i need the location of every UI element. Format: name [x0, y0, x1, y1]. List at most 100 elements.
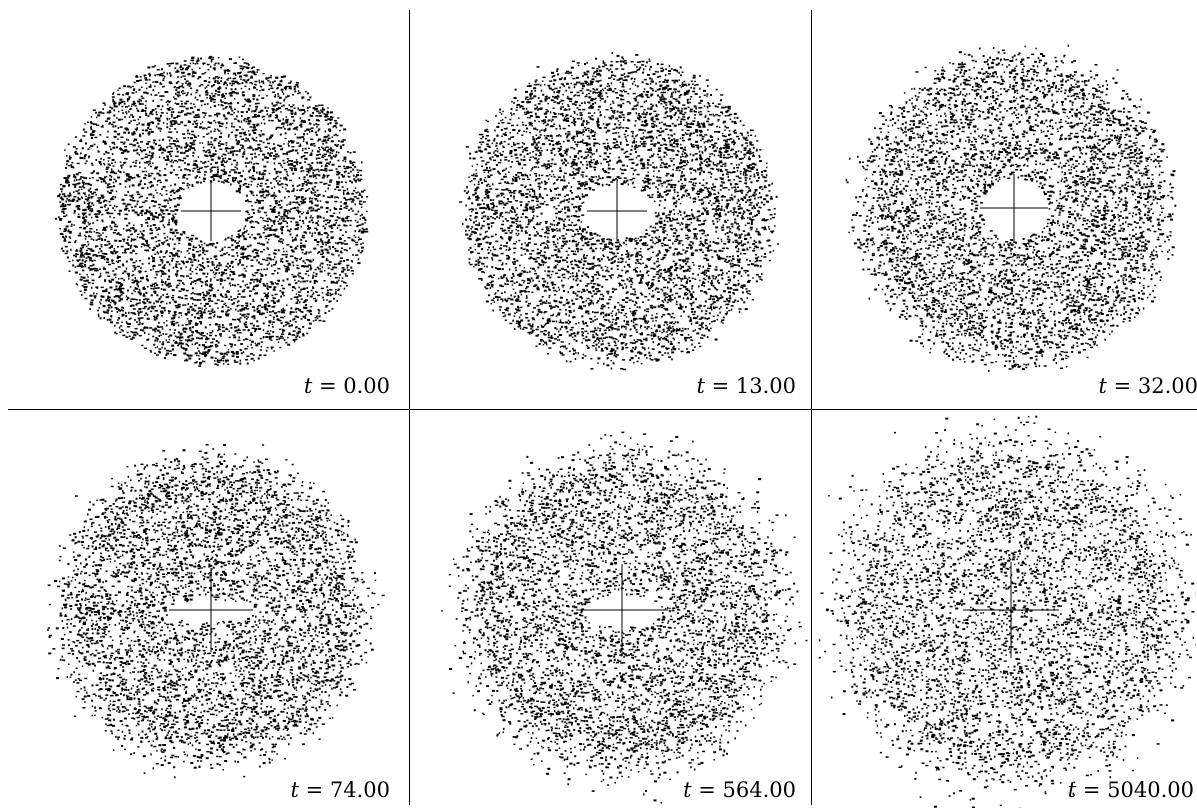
particle: [212, 175, 214, 178]
particle: [141, 214, 144, 216]
particle: [195, 160, 198, 162]
particle: [89, 133, 93, 135]
particle: [83, 220, 87, 223]
particle: [310, 289, 313, 292]
particle: [144, 200, 148, 202]
particle: [314, 182, 317, 184]
particle: [205, 250, 209, 252]
particle: [220, 359, 222, 362]
particle: [222, 271, 225, 274]
particle: [333, 120, 337, 122]
particle: [191, 184, 194, 186]
particle: [269, 153, 271, 156]
particle: [118, 287, 122, 290]
particle: [327, 128, 331, 130]
particle: [149, 75, 151, 77]
particle: [275, 180, 278, 182]
particle: [236, 301, 239, 304]
particle: [318, 251, 321, 253]
particle: [128, 203, 132, 206]
particle: [67, 195, 70, 197]
particle: [169, 228, 173, 231]
particle: [186, 182, 189, 185]
particle: [137, 317, 141, 320]
particle: [95, 269, 99, 272]
particle: [222, 355, 224, 358]
particle: [316, 317, 319, 320]
particle: [267, 107, 269, 109]
particle: [179, 68, 183, 71]
particle: [250, 153, 254, 155]
particle: [343, 193, 345, 196]
particle: [114, 252, 117, 255]
particle: [160, 209, 162, 212]
particle: [78, 263, 81, 266]
particle: [81, 293, 83, 296]
particle: [194, 310, 196, 312]
particle: [288, 104, 290, 106]
particle: [360, 246, 364, 249]
particle: [224, 246, 226, 248]
particle: [123, 85, 127, 88]
particle: [287, 265, 289, 268]
particle: [127, 244, 130, 246]
particle: [196, 116, 200, 118]
particle: [140, 79, 142, 81]
particle: [329, 260, 331, 263]
particle: [187, 345, 190, 347]
particle: [268, 311, 272, 313]
particle: [244, 103, 246, 106]
particle: [131, 177, 133, 180]
particle: [240, 246, 243, 249]
particle: [235, 351, 239, 353]
particle: [298, 184, 301, 186]
particle: [249, 244, 252, 247]
particle: [256, 124, 258, 127]
particle: [339, 124, 343, 127]
particle: [190, 237, 194, 240]
particle: [126, 331, 129, 334]
particle: [115, 268, 118, 270]
particle: [154, 236, 157, 239]
particle: [85, 160, 88, 162]
particle: [149, 84, 152, 86]
particle: [285, 215, 288, 218]
particle: [330, 215, 334, 218]
particle: [304, 301, 307, 303]
particle: [156, 80, 159, 83]
particle: [82, 135, 86, 137]
particle: [311, 187, 314, 189]
particle: [90, 238, 93, 240]
particle: [149, 212, 153, 215]
particle: [346, 264, 350, 267]
particle: [265, 189, 267, 191]
particle: [298, 145, 302, 147]
particle: [183, 124, 187, 127]
particle: [334, 292, 337, 295]
particle: [157, 92, 160, 94]
particle: [125, 173, 129, 175]
particle: [191, 130, 194, 133]
particle: [87, 255, 90, 258]
particle: [161, 216, 165, 219]
particle: [139, 294, 142, 296]
particle: [312, 143, 316, 145]
particle: [234, 330, 238, 332]
particle: [304, 307, 308, 309]
particle: [59, 228, 61, 230]
particle: [103, 162, 105, 165]
particle: [169, 131, 172, 133]
particle: [235, 92, 239, 95]
particle: [230, 92, 233, 94]
particle: [235, 245, 238, 248]
particle: [103, 258, 106, 261]
particle: [123, 251, 127, 254]
particle: [193, 71, 196, 73]
particle: [270, 337, 273, 339]
particle: [352, 151, 356, 153]
particle: [139, 206, 142, 208]
particle: [280, 200, 283, 202]
particle: [122, 307, 125, 309]
particle: [295, 336, 298, 338]
particle: [280, 258, 283, 260]
